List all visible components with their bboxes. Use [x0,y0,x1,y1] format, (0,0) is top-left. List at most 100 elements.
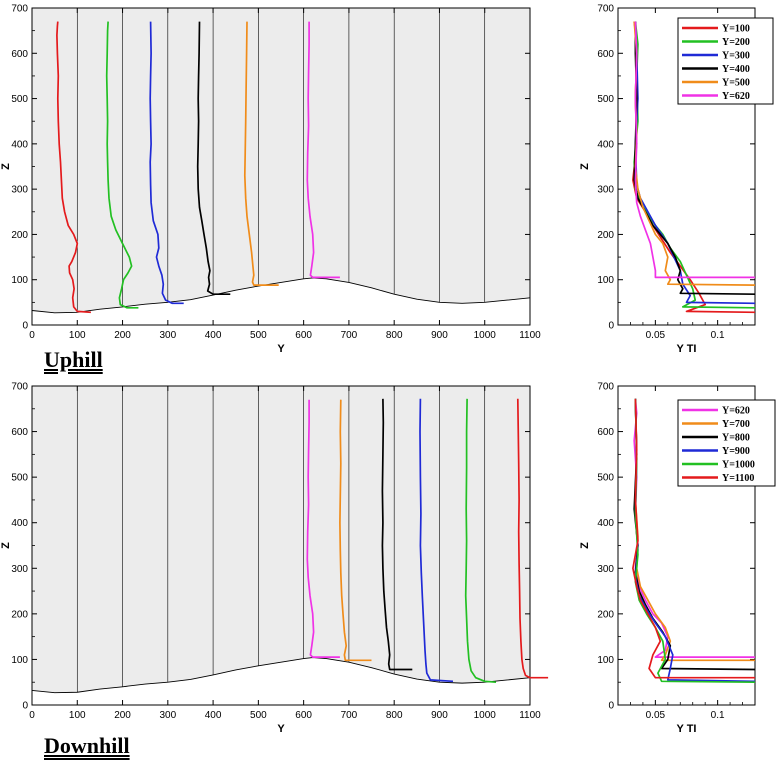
x-tick-label: 100 [69,710,86,721]
y-axis-label: Z [579,163,591,170]
y-tick-label: 200 [11,230,28,241]
x-tick-label: 900 [431,330,448,341]
series-line-y-800 [381,398,413,671]
y-tick-label: 400 [11,139,28,150]
x-tick-label: 0.1 [711,330,725,341]
series-group [632,21,755,314]
series-line-y-200 [105,21,139,309]
x-tick-label: 300 [159,710,176,721]
series-line-y-800 [633,398,755,671]
series-line-y-400 [196,21,231,296]
y-tick-label: 500 [597,473,614,484]
y-tick-label: 300 [11,185,28,196]
series-line-y-1100 [632,398,755,679]
x-tick-label: 500 [250,330,267,341]
series-line-y-700 [339,399,372,662]
legend-label: Y=500 [722,78,750,89]
series-line-y-900 [419,398,454,683]
legend-label: Y=1100 [722,473,754,484]
y-tick-label: 100 [11,275,28,286]
terrain-line [31,657,531,694]
y-axis-label: Z [0,163,12,170]
legend-label: Y=700 [722,419,750,430]
y-tick-label: 600 [597,49,614,60]
x-axis-label: Y [277,723,285,735]
uphill-main-plot: 0 100 200 300 400 500 600 700 0 100 200 300 400 500 60… [0,4,541,356]
downhill-main-plot: 0 100 200 300 400 500 600 700 0 100 200 300 400 500 60… [0,382,549,735]
plot-background [32,8,530,325]
legend-box [677,17,774,105]
y-axis-label: Z [579,542,591,549]
x-tick-label: 500 [250,710,267,721]
x-tick-label: 200 [114,330,131,341]
y-tick-label: 100 [597,655,614,666]
y-tick-label: 200 [597,609,614,620]
terrain-ground [32,657,530,705]
x-tick-label: 400 [205,710,222,721]
x-tick-label: 900 [431,710,448,721]
x-tick-label: 1100 [519,710,541,721]
y-tick-label: 700 [597,382,614,393]
x-tick-label: 800 [386,330,403,341]
x-tick-label: 700 [341,710,358,721]
legend-label: Y=100 [722,24,750,35]
legend-label: Y=1000 [722,460,755,471]
series-group [306,398,549,684]
x-tick-label: 1100 [519,330,541,341]
series-line-y-100 [56,21,91,314]
x-axis-label: Y TI [677,343,697,355]
x-axis-label: Y [277,343,285,355]
series-line-y-620 [306,21,340,279]
y-tick-label: 0 [22,701,28,712]
y-tick-label: 300 [11,564,28,575]
y-tick-label: 600 [11,427,28,438]
y-tick-label: 700 [597,4,614,15]
downhill-caption: Downhill [44,733,130,758]
uphill-ti-plot: 0 100 200 300 400 500 600 700 0.05 0.1 Y TI Z Y=100 Y… [579,4,774,355]
y-tick-label: 100 [597,275,614,286]
x-tick-label: 1000 [474,710,497,721]
y-tick-label: 300 [597,564,614,575]
y-tick-label: 100 [11,655,28,666]
x-tick-label: 0.05 [646,710,666,721]
legend-label: Y=200 [722,37,750,48]
terrain-ground [32,277,530,325]
legend-label: Y=900 [722,446,750,457]
y-tick-label: 500 [11,473,28,484]
x-tick-label: 600 [295,330,312,341]
x-tick-label: 800 [386,710,403,721]
legend-label: Y=300 [722,51,750,62]
x-axis-label: Y TI [677,723,697,735]
x-tick-label: 700 [341,330,358,341]
y-tick-label: 0 [608,321,614,332]
y-tick-label: 200 [11,609,28,620]
series-line-y-620 [634,21,755,279]
y-tick-label: 700 [11,4,28,15]
x-tick-label: 0 [29,710,35,721]
terrain-line [31,277,531,314]
x-tick-label: 600 [295,710,312,721]
y-tick-label: 0 [22,321,28,332]
x-tick-label: 0.05 [646,330,666,341]
y-tick-label: 700 [11,382,28,393]
series-line-y-500 [243,21,279,286]
downhill-ti-plot: 0 100 200 300 400 500 600 700 0.05 0.1 Y TI Z Y=620 Y… [579,382,776,735]
y-tick-label: 400 [597,518,614,529]
y-tick-label: 400 [597,139,614,150]
legend-label: Y=400 [722,64,750,75]
series-group [56,21,340,314]
series-line-y-1000 [464,398,497,684]
legend-label: Y=620 [722,91,750,102]
x-tick-label: 100 [69,330,86,341]
x-tick-label: 0.1 [711,710,725,721]
series-line-y-620 [306,399,340,658]
y-tick-label: 600 [597,427,614,438]
y-tick-label: 300 [597,185,614,196]
uphill-caption: Uphill [44,347,103,372]
legend-box [677,399,776,487]
series-line-y-1100 [516,398,549,679]
y-tick-label: 500 [597,94,614,105]
y-tick-label: 200 [597,230,614,241]
x-tick-label: 0 [29,330,35,341]
